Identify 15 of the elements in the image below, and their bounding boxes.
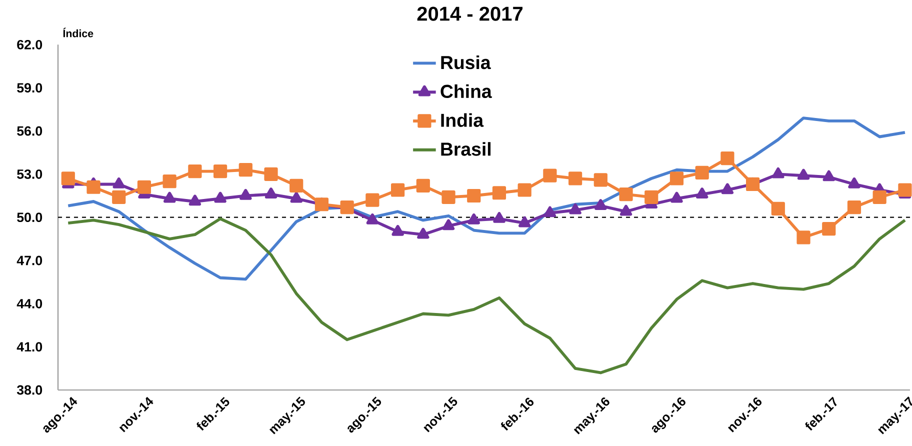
y-tick-label: 50.0 xyxy=(17,212,42,222)
chart-title: 2014 - 2017 xyxy=(417,6,522,21)
y-tick-label: 44.0 xyxy=(16,298,42,308)
legend-label: India xyxy=(441,113,484,127)
y-tick-label: 38.0 xyxy=(16,385,42,395)
legend-label: Brasil xyxy=(441,142,491,156)
y-tick-label: 62.0 xyxy=(17,40,42,50)
y-tick-label: 53.0 xyxy=(17,169,42,179)
y-tick-label: 59.0 xyxy=(17,83,42,93)
legend-label: China xyxy=(440,84,492,98)
y-tick-label: 47.0 xyxy=(16,256,42,266)
y-axis-title: Índice xyxy=(63,28,94,38)
y-tick-label: 41.0 xyxy=(16,342,42,352)
legend-label: Rusia xyxy=(441,55,491,70)
y-tick-label: 56.0 xyxy=(17,126,42,136)
